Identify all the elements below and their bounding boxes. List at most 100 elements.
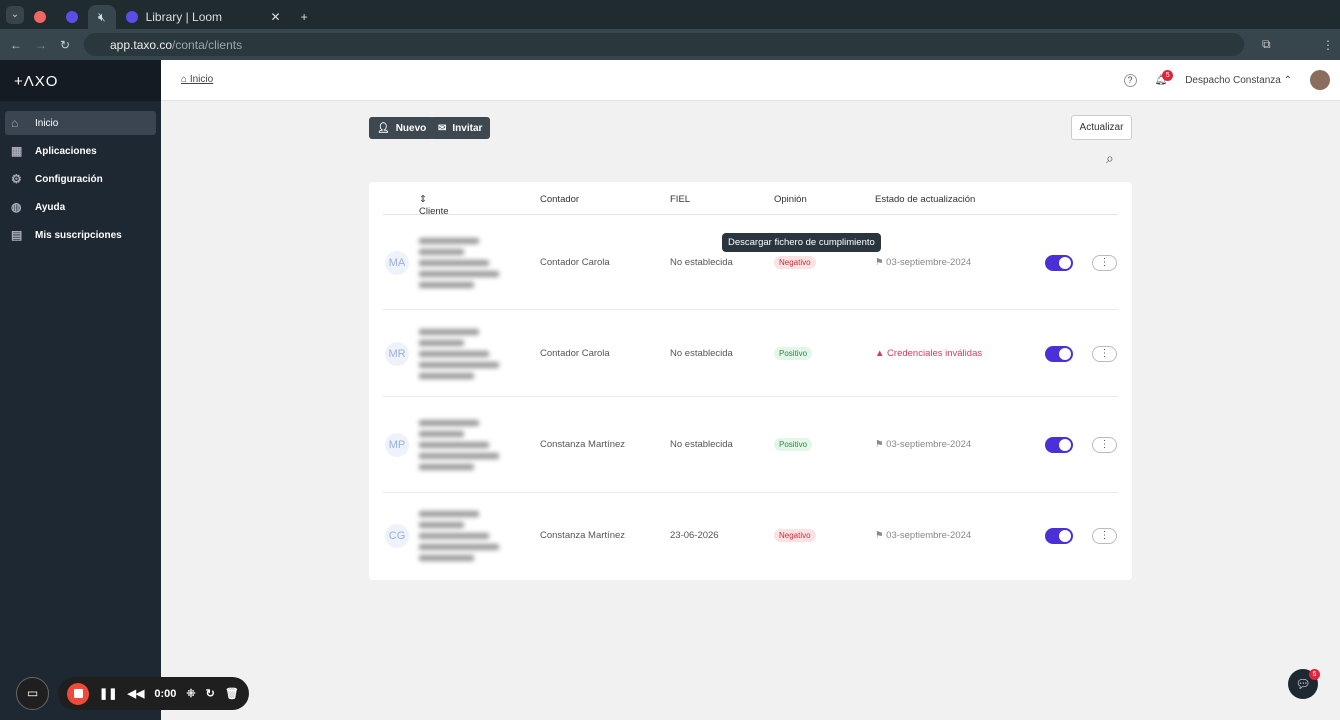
table-row: MA Contador Carola No establecida Negati… xyxy=(383,215,1118,310)
col-opinion: Opinión xyxy=(774,194,807,205)
camera-button[interactable]: ▭ xyxy=(16,677,49,710)
more-options-button[interactable]: ⋮ xyxy=(1092,345,1117,362)
chat-button[interactable]: 💬︎ 5 xyxy=(1288,669,1320,699)
fiel: 23-06-2026 xyxy=(670,530,719,541)
opinion-badge[interactable]: Negativo xyxy=(774,529,816,542)
update-status: ▲ Credenciales inválidas xyxy=(875,347,983,359)
client-info-blurred xyxy=(419,324,499,384)
mail-icon: ✉ xyxy=(438,122,447,134)
client-toggle[interactable] xyxy=(1045,437,1073,453)
tab-muted[interactable]: 🔇︎ xyxy=(88,5,116,29)
timer: 0:00 xyxy=(154,687,177,700)
user-icon: 👤︎ xyxy=(377,122,390,134)
forward-icon[interactable]: → xyxy=(35,37,47,52)
tab-list-button[interactable]: ⌄ xyxy=(6,5,24,24)
client-initials: CG xyxy=(385,524,409,548)
account-name: Despacho Constanza xyxy=(1185,74,1281,86)
tab-loom[interactable] xyxy=(56,5,88,29)
table-row: CG Constanza Martínez 23-06-2026 Negativ… xyxy=(383,493,1118,579)
new-label: Nuevo xyxy=(395,122,427,134)
sidebar-item-ayuda[interactable]: ◍ Ayuda xyxy=(5,195,156,219)
breadcrumb[interactable]: ⌂ Inicio xyxy=(181,74,213,85)
tab-library-loom[interactable]: Library | Loom ✕ xyxy=(116,5,291,29)
reload-icon[interactable]: ↻ xyxy=(60,37,71,52)
loom-icon xyxy=(66,11,78,23)
update-status: ⚑ 03-septiembre-2024 xyxy=(875,439,972,450)
client-info-blurred xyxy=(419,233,499,293)
loom-recorder-bar: ❚❚ ◀◀ 0:00 ⁜ ↻ 🗑︎ xyxy=(58,677,249,710)
more-options-button[interactable]: ⋮ xyxy=(1092,254,1117,271)
client-toggle[interactable] xyxy=(1045,345,1073,362)
subscriptions-icon: ▤ xyxy=(11,228,23,242)
fiel: No establecida xyxy=(670,256,733,268)
breadcrumb-inicio[interactable]: Inicio xyxy=(189,74,214,85)
fiel: No establecida xyxy=(670,439,733,450)
sidebar-item-configuracion[interactable]: ⚙ Configuración xyxy=(5,167,156,191)
trash-icon[interactable]: 🗑︎ xyxy=(224,688,239,700)
avatar[interactable] xyxy=(1310,70,1330,90)
record-icon xyxy=(34,11,46,23)
apps-icon: ▦ xyxy=(11,144,23,158)
sidebar-item-suscripciones[interactable]: ▤ Mis suscripciones xyxy=(5,223,156,247)
contador: Constanza Martínez xyxy=(540,530,626,541)
mute-icon: 🔇︎ xyxy=(98,9,106,24)
url-path: /conta/clients xyxy=(172,37,243,52)
restart-icon[interactable]: ↻ xyxy=(205,688,215,700)
home-icon: ⌂ xyxy=(181,74,190,85)
tab-recording[interactable] xyxy=(24,5,56,29)
opinion-badge[interactable]: Negativo xyxy=(774,255,816,269)
loom-icon xyxy=(125,11,138,23)
client-toggle[interactable] xyxy=(1045,254,1073,271)
more-options-button[interactable]: ⋮ xyxy=(1092,437,1117,453)
col-fiel: FIEL xyxy=(670,194,691,205)
extensions-icon[interactable]: ⧉ xyxy=(1262,37,1271,51)
opinion-badge[interactable]: Positivo xyxy=(774,438,813,451)
flag-icon: ⚑ xyxy=(875,530,884,541)
sidebar-item-inicio[interactable]: ⌂ Inicio xyxy=(5,111,156,135)
refresh-button[interactable]: Actualizar xyxy=(1071,115,1132,140)
col-cliente[interactable]: Cliente ⇕ xyxy=(419,194,449,217)
top-bar: ⌂ Inicio ? 🔔︎ 5 Despacho Constanza ⌃ xyxy=(161,60,1340,101)
rewind-icon[interactable]: ◀◀ xyxy=(127,688,145,700)
chat-badge: 5 xyxy=(1309,669,1320,680)
sidebar: +ΛXO ⌂ Inicio ▦ Aplicaciones ⚙ Configuració… xyxy=(0,60,161,720)
update-status: ⚑ 03-septiembre-2024 xyxy=(875,256,972,268)
url-input[interactable]: app.taxo.co/conta/clients xyxy=(84,33,1244,56)
account-selector[interactable]: Despacho Constanza ⌃ xyxy=(1185,74,1292,86)
sidebar-item-label: Aplicaciones xyxy=(35,145,97,157)
gear-icon: ⚙ xyxy=(11,172,22,186)
new-button[interactable]: 👤︎ Nuevo xyxy=(369,117,435,139)
client-initials: MR xyxy=(385,341,409,366)
search-icon[interactable]: ⌕ xyxy=(1106,150,1114,166)
close-tab-icon[interactable]: ✕ xyxy=(270,10,281,24)
update-status: ⚑ 03-septiembre-2024 xyxy=(875,530,972,541)
flag-icon: ⚑ xyxy=(875,256,884,268)
menu-icon[interactable]: ⋮ xyxy=(1322,37,1334,52)
col-contador: Contador xyxy=(540,194,580,205)
invite-label: Invitar xyxy=(452,122,483,134)
more-options-button[interactable]: ⋮ xyxy=(1092,528,1117,544)
help-icon[interactable]: ? xyxy=(1123,73,1137,87)
back-icon[interactable]: ← xyxy=(10,37,22,52)
stop-recording-button[interactable] xyxy=(67,682,89,705)
warning-icon: ▲ xyxy=(875,347,885,359)
taxo-logo: +ΛXO xyxy=(0,60,161,101)
pause-icon[interactable]: ❚❚ xyxy=(99,688,118,700)
sidebar-item-aplicaciones[interactable]: ▦ Aplicaciones xyxy=(5,139,156,163)
tab-title: Library | Loom xyxy=(145,10,223,24)
client-initials: MP xyxy=(385,433,409,457)
grid-icon[interactable]: ⁜ xyxy=(186,688,196,700)
home-icon: ⌂ xyxy=(11,116,19,130)
client-initials: MA xyxy=(385,250,409,275)
opinion-badge[interactable]: Positivo xyxy=(774,346,813,360)
client-info-blurred xyxy=(419,506,499,566)
client-info-blurred xyxy=(419,415,499,475)
client-toggle[interactable] xyxy=(1045,528,1073,544)
new-tab-button[interactable]: + xyxy=(300,10,308,24)
invite-button[interactable]: ✉ Invitar xyxy=(430,117,491,139)
url-host: app.taxo.co xyxy=(110,37,173,52)
address-bar-row: ← → ↻ app.taxo.co/conta/clients ⧉ ⋮ xyxy=(0,29,1340,60)
bell-icon[interactable]: 🔔︎ 5 xyxy=(1155,69,1174,86)
flag-icon: ⚑ xyxy=(875,439,884,450)
browser-tab-bar: ⌄ 🔇︎ Library | Loom ✕ + xyxy=(0,0,1340,29)
